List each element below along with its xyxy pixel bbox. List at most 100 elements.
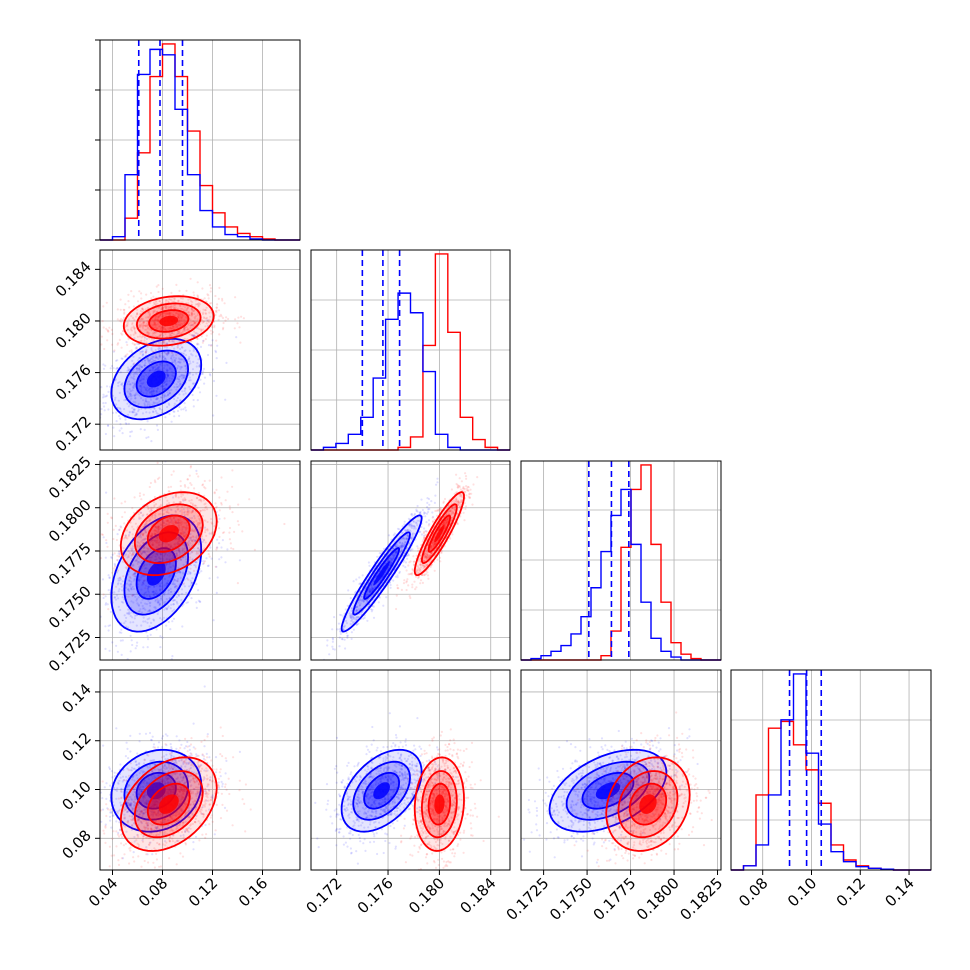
sample-point-red: [213, 324, 216, 327]
sample-point-red: [162, 512, 165, 516]
sample-point-blue: [156, 428, 159, 431]
sample-point-blue: [159, 557, 162, 560]
sample-point-blue: [130, 580, 133, 583]
sample-point-blue: [182, 375, 185, 378]
sample-point-blue: [183, 389, 186, 392]
sample-point-red: [178, 313, 181, 316]
sample-point-red: [161, 326, 164, 329]
sample-point-blue: [152, 390, 155, 393]
sample-point-blue: [182, 393, 185, 396]
sample-point-red: [157, 528, 160, 531]
sample-point-red: [135, 545, 138, 549]
sample-point-blue: [331, 647, 335, 651]
sample-point-blue: [144, 602, 147, 605]
sample-point-red: [214, 565, 217, 568]
sample-point-blue: [142, 646, 145, 649]
sample-point-red: [449, 537, 452, 540]
sample-point-blue: [121, 357, 124, 360]
sample-point-red: [172, 333, 176, 336]
sample-point-red: [148, 328, 151, 331]
sample-point-blue: [165, 368, 168, 371]
sample-point-blue: [94, 558, 96, 560]
sample-point-blue: [134, 392, 137, 395]
sample-point-blue: [163, 608, 166, 611]
sample-point-blue: [143, 376, 146, 379]
sample-point-blue: [129, 390, 132, 393]
sample-point-red: [194, 322, 197, 325]
sample-point-blue: [161, 385, 164, 388]
sample-point-blue: [154, 368, 157, 371]
sample-point-blue: [132, 408, 135, 411]
sample-point-blue: [188, 585, 191, 588]
sample-point-red: [213, 326, 216, 329]
sample-point-red: [220, 476, 223, 479]
sample-point-blue: [207, 564, 210, 567]
sample-point-blue: [141, 598, 144, 601]
sample-point-red: [208, 318, 211, 321]
sample-point-red: [174, 494, 177, 497]
sample-point-red: [181, 548, 185, 551]
sample-point-blue: [120, 585, 123, 588]
sample-point-blue: [124, 355, 127, 358]
sample-point-red: [201, 321, 204, 324]
sample-point-red: [160, 305, 164, 308]
sample-point-red: [419, 579, 423, 582]
sample-point-red: [189, 482, 192, 485]
sample-point-blue: [128, 533, 131, 537]
sample-point-red: [174, 326, 177, 329]
sample-point-blue: [171, 496, 175, 499]
sample-point-blue: [129, 650, 132, 653]
sample-point-blue: [143, 607, 146, 610]
histogram-red-1: [311, 253, 510, 451]
sample-point-blue: [158, 352, 161, 355]
sample-point-blue: [172, 564, 175, 567]
sample-point-red: [166, 523, 169, 526]
sample-point-red: [139, 551, 142, 554]
sample-point-blue: [206, 324, 210, 327]
sample-point-red: [165, 558, 168, 561]
sample-point-red: [148, 551, 151, 554]
sample-point-blue: [415, 508, 418, 511]
sample-point-red: [124, 536, 127, 539]
sample-point-blue: [146, 618, 149, 621]
sample-point-blue: [108, 576, 111, 580]
sample-point-blue: [431, 511, 434, 514]
sample-point-red: [169, 517, 172, 520]
sample-point-blue: [165, 383, 168, 386]
sample-point-blue: [175, 600, 178, 604]
sample-point-red: [120, 346, 123, 349]
sample-point-red: [107, 608, 110, 611]
sample-point-red: [158, 334, 161, 337]
sample-point-red: [167, 511, 170, 514]
sample-point-red: [197, 304, 200, 307]
sample-point-red: [220, 503, 223, 506]
sample-point-blue: [150, 539, 153, 542]
sample-point-red: [116, 558, 119, 562]
sample-point-blue: [182, 360, 186, 363]
sample-point-blue: [192, 334, 195, 337]
sample-point-blue: [413, 513, 416, 517]
sample-point-blue: [155, 390, 158, 393]
sample-point-blue: [170, 508, 173, 512]
sample-point-red: [157, 290, 160, 294]
sample-point-blue: [182, 531, 185, 534]
sample-point-blue: [179, 358, 182, 361]
sample-point-red: [222, 326, 225, 329]
sample-point-blue: [152, 410, 155, 414]
sample-point-blue: [345, 631, 348, 635]
sample-point-blue: [155, 527, 158, 530]
sample-point-red: [167, 305, 170, 308]
sample-point-blue: [140, 388, 143, 391]
sample-point-blue: [191, 577, 194, 580]
sample-point-blue: [138, 579, 141, 582]
sample-point-blue: [221, 539, 224, 542]
sample-point-red: [110, 517, 113, 520]
sample-point-red: [178, 528, 181, 532]
sample-point-blue: [110, 557, 113, 560]
sample-point-blue: [206, 318, 209, 322]
sample-point-red: [196, 342, 199, 345]
sample-point-blue: [131, 594, 134, 597]
sample-point-blue: [368, 564, 371, 567]
sample-point-red: [130, 290, 133, 293]
sample-point-red: [155, 318, 158, 321]
